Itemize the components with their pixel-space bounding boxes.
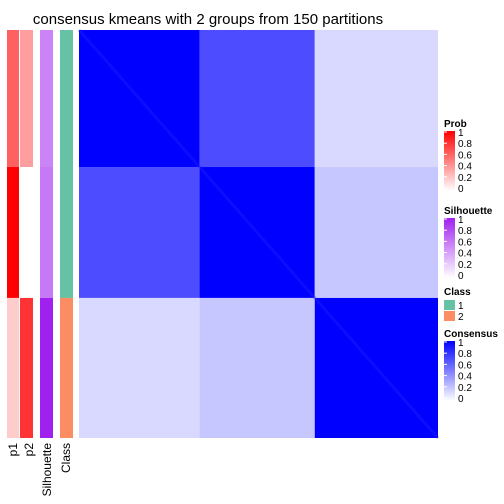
legend-tick-prob-1: 0.8 — [458, 139, 472, 150]
consensus-cell-3-1 — [79, 297, 200, 438]
legend-label-class-2: 2 — [458, 312, 464, 323]
annotation-columns — [7, 30, 73, 438]
anno-class-block-3 — [60, 297, 73, 438]
legend-tick-consensus-5: 0 — [458, 394, 464, 405]
legend-tick-silhouette-1: 0.8 — [458, 226, 472, 237]
anno-class-block-2 — [60, 167, 73, 298]
legend-tick-consensus-2: 0.6 — [458, 360, 472, 371]
consensus-cell-1-1 — [79, 30, 200, 168]
consensus-cell-1-3 — [314, 30, 438, 168]
anno-label-silhouette: Silhouette — [40, 443, 54, 497]
legend-colorbar-prob — [444, 131, 455, 191]
legend-key-class-2 — [444, 311, 455, 321]
consensus-cell-2-2 — [199, 167, 315, 298]
anno-p1-block-2 — [7, 167, 19, 298]
diagonal-3 — [313, 296, 440, 439]
legend-tick-consensus-0: 1 — [458, 338, 464, 349]
anno-p2-block-3 — [20, 297, 33, 438]
anno-p2-block-1 — [20, 30, 33, 168]
legend-label-class-1: 1 — [458, 301, 464, 312]
legend-tick-prob-5: 0 — [458, 184, 464, 195]
legend-tick-prob-3: 0.4 — [458, 162, 472, 173]
diagonal-1 — [77, 29, 201, 169]
consensus-cell-3-3 — [314, 297, 438, 438]
consensus-cell-2-1 — [79, 167, 200, 298]
annotation-labels: p1 p2 Silhouette Class — [6, 443, 73, 497]
anno-label-class: Class — [59, 443, 73, 473]
consensus-cell-3-2 — [199, 297, 315, 438]
anno-label-p1: p1 — [6, 443, 20, 457]
legend-tick-silhouette-3: 0.4 — [458, 249, 472, 260]
legend-key-class-1 — [444, 300, 455, 310]
legend-tick-silhouette-4: 0.2 — [458, 260, 472, 271]
legend-colorbar-silhouette — [444, 218, 455, 278]
legends: Prob10.80.60.40.20Silhouette10.80.60.40.… — [444, 119, 498, 405]
consensus-matrix — [77, 29, 440, 439]
consensus-cell-1-2 — [199, 30, 315, 168]
anno-class-block-1 — [60, 30, 73, 168]
chart-title: consensus kmeans with 2 groups from 150 … — [33, 11, 383, 28]
legend-tick-prob-0: 1 — [458, 128, 464, 139]
legend-tick-silhouette-0: 1 — [458, 215, 464, 226]
legend-colorbar-consensus — [444, 341, 455, 401]
anno-p2-block-2 — [20, 167, 33, 298]
legend-title-consensus: Consensus — [444, 329, 498, 340]
legend-title-class: Class — [444, 287, 471, 298]
anno-silhouette-block-3 — [40, 297, 53, 438]
anno-label-p2: p2 — [22, 443, 36, 457]
legend-tick-prob-4: 0.2 — [458, 173, 472, 184]
legend-tick-consensus-4: 0.2 — [458, 383, 472, 394]
consensus-cell-2-3 — [314, 167, 438, 298]
legend-tick-prob-2: 0.6 — [458, 150, 472, 161]
legend-tick-silhouette-5: 0 — [458, 271, 464, 282]
anno-p1-block-1 — [7, 30, 19, 168]
anno-silhouette-block-2 — [40, 167, 53, 298]
legend-tick-silhouette-2: 0.6 — [458, 237, 472, 248]
legend-tick-consensus-3: 0.4 — [458, 372, 472, 383]
anno-silhouette-block-1 — [40, 30, 53, 168]
anno-p1-block-3 — [7, 297, 19, 438]
diagonal-2 — [198, 166, 316, 299]
legend-tick-consensus-1: 0.8 — [458, 349, 472, 360]
legend-title-silhouette: Silhouette — [444, 206, 493, 217]
legend-title-prob: Prob — [444, 119, 467, 130]
